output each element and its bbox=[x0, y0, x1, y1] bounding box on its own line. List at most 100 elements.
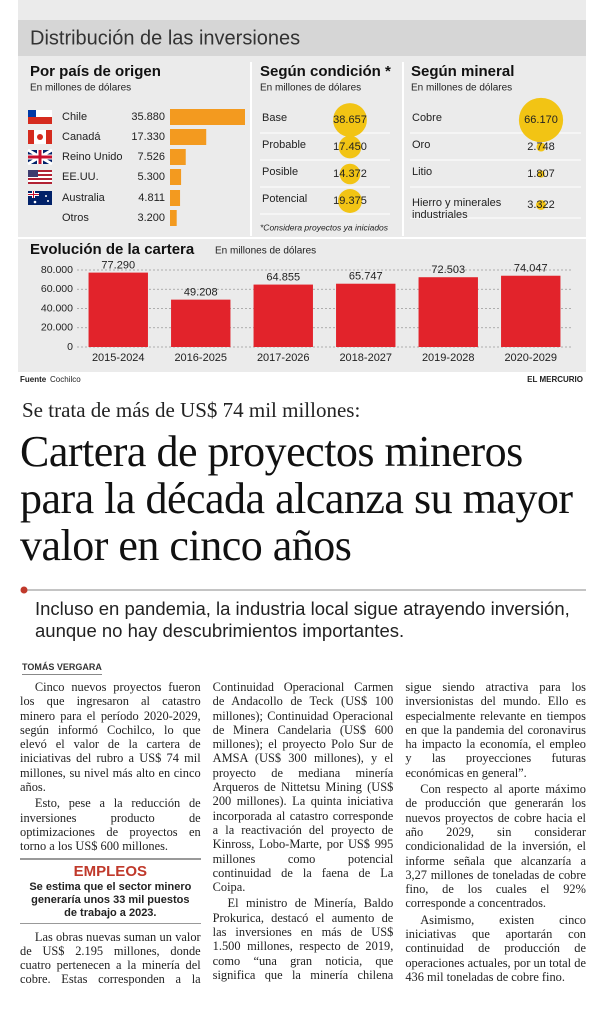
rule bbox=[20, 586, 586, 594]
source-label: Fuente bbox=[20, 375, 47, 384]
source-text: Cochilco bbox=[50, 375, 81, 384]
category-label-box: Base bbox=[262, 112, 287, 124]
paragraph: Cinco nuevos proyectos fueron los que in… bbox=[20, 680, 201, 795]
x-tick-label: 2020-2029 bbox=[504, 352, 557, 364]
flag-usa bbox=[28, 170, 52, 184]
category-label: Probable bbox=[262, 139, 307, 151]
category-label: Australia bbox=[62, 192, 106, 204]
chart-title: Según condición * bbox=[260, 63, 391, 80]
bar bbox=[336, 283, 396, 347]
bar bbox=[170, 109, 245, 125]
bubble bbox=[338, 189, 362, 213]
category-label: Chile bbox=[62, 111, 87, 123]
bar bbox=[170, 210, 177, 226]
y-tick-label: 40.000 bbox=[41, 302, 73, 314]
flag-australia bbox=[28, 191, 52, 205]
bubble bbox=[518, 97, 564, 143]
x-tick-label: 2019-2028 bbox=[422, 352, 475, 364]
paragraph: Esto, pese a la reducción de inversiones… bbox=[20, 796, 201, 854]
flag-uk bbox=[27, 148, 53, 166]
chart-title: Por país de origen bbox=[30, 63, 161, 80]
paragraph: Con respecto al aporte máximo de producc… bbox=[405, 782, 586, 911]
category-label: Reino Unido bbox=[62, 151, 123, 163]
x-tick-label: 2015-2024 bbox=[92, 352, 145, 364]
bubble bbox=[333, 103, 367, 137]
value-label: 4.811 bbox=[138, 192, 165, 204]
bar bbox=[88, 272, 148, 347]
category-label: Otros bbox=[62, 212, 89, 224]
paragraph: El ministro de Minería, Baldo Prokurica,… bbox=[212, 680, 586, 982]
infographic: Distribución de las inversiones Fuente C… bbox=[18, 0, 586, 384]
sidebar-text: Se estima que el sector minero generaría… bbox=[29, 880, 192, 919]
value-label: 49.208 bbox=[184, 287, 218, 299]
value-label: 3.200 bbox=[137, 212, 165, 224]
category-label: Posible bbox=[262, 166, 299, 178]
value-label: 2.748 bbox=[527, 141, 555, 153]
bar bbox=[170, 149, 186, 165]
category-label: EE.UU. bbox=[62, 171, 99, 183]
flag-chile bbox=[28, 110, 52, 124]
sidebar-title: EMPLEOS bbox=[73, 862, 147, 880]
bar bbox=[170, 129, 207, 145]
bar bbox=[418, 277, 478, 347]
publisher: EL MERCURIO bbox=[527, 375, 583, 384]
x-tick-label: 2018-2027 bbox=[339, 352, 392, 364]
value-label: 19.375 bbox=[333, 195, 367, 207]
paragraph: Asimismo, existen cinco iniciativas que … bbox=[405, 912, 586, 984]
bar bbox=[501, 275, 561, 347]
title-strip bbox=[18, 20, 586, 56]
category-label-box: Hierro y minerales industriales bbox=[412, 197, 502, 221]
value-label: 1.807 bbox=[527, 168, 555, 180]
infographic-title: Distribución de las inversiones bbox=[30, 27, 300, 49]
category-label: Potencial bbox=[262, 193, 308, 205]
category-label-box: Litio bbox=[412, 166, 432, 178]
category-label: Canadá bbox=[62, 131, 101, 143]
value-label: 66.170 bbox=[524, 114, 558, 126]
bar bbox=[171, 299, 231, 347]
category-label-box: Posible bbox=[262, 166, 299, 178]
category-label-box: Probable bbox=[262, 139, 307, 151]
value-label: 64.855 bbox=[266, 271, 300, 283]
chart-note: *Considera proyectos ya iniciados bbox=[260, 222, 389, 232]
value-label: 5.300 bbox=[137, 171, 165, 183]
flags bbox=[27, 110, 53, 205]
value-label: 72.503 bbox=[431, 264, 465, 276]
chart-subtitle: En millones de dólares bbox=[30, 83, 131, 94]
category-label-box: Cobre bbox=[412, 112, 442, 124]
deck: Incluso en pandemia, la industria local … bbox=[35, 598, 570, 641]
category-label: Hierro y minerales industriales bbox=[412, 197, 502, 221]
value-label: 7.526 bbox=[137, 151, 165, 163]
category-label-box: Oro bbox=[412, 139, 431, 151]
category-label: Oro bbox=[412, 139, 431, 151]
chart-subtitle: En millones de dólares bbox=[411, 83, 512, 94]
value-label: 65.747 bbox=[349, 271, 383, 283]
value-label: 38.657 bbox=[333, 114, 367, 126]
chart-subtitle: En millones de dólares bbox=[260, 83, 361, 94]
bar bbox=[170, 169, 182, 185]
paragraph: Las obras nuevas suman un valor de US$ 2… bbox=[20, 680, 394, 987]
y-tick-label: 20.000 bbox=[41, 322, 73, 334]
value-label: 17.330 bbox=[131, 131, 165, 143]
category-label: Cobre bbox=[412, 112, 442, 124]
bubble bbox=[537, 170, 545, 178]
kicker: Se trata de más de US$ 74 mil millones: bbox=[22, 398, 361, 422]
x-tick-label: 2017-2026 bbox=[257, 352, 310, 364]
bubble bbox=[338, 135, 362, 159]
value-label: 14.372 bbox=[333, 168, 367, 180]
value-label: 35.880 bbox=[131, 111, 165, 123]
headline: Cartera de proyectos mineros para la déc… bbox=[20, 427, 573, 570]
category-label-box: Potencial bbox=[262, 193, 308, 205]
bar bbox=[170, 190, 181, 206]
bubble bbox=[339, 163, 361, 185]
bubble bbox=[536, 200, 546, 210]
y-tick-label: 0 bbox=[67, 341, 73, 353]
value-label: 3.322 bbox=[527, 199, 555, 211]
bubble bbox=[536, 142, 546, 152]
article-body: Cinco nuevos proyectos fueron los que in… bbox=[20, 680, 586, 1017]
sidebar: EMPLEOS Se estima que el sector minero g… bbox=[20, 857, 201, 924]
byline: TOMÁS VERGARA bbox=[22, 662, 102, 675]
y-tick-label: 60.000 bbox=[41, 283, 73, 295]
x-tick-label: 2016-2025 bbox=[174, 352, 227, 364]
value-label: 17.450 bbox=[333, 141, 367, 153]
